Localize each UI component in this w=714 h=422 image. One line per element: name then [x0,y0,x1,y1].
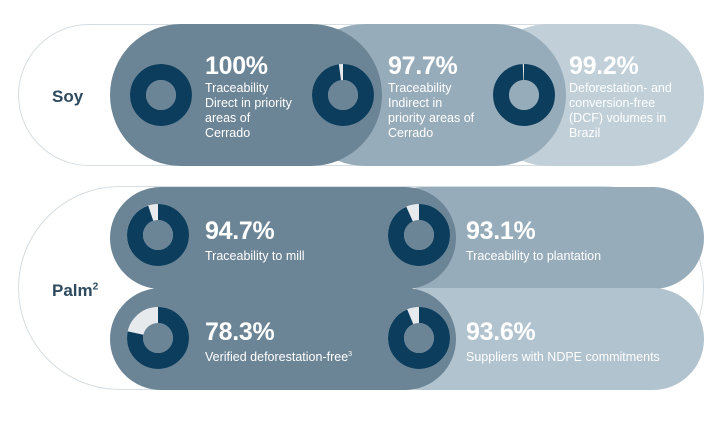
donut-soy-dcf [493,64,555,126]
donut-palm-verified [127,307,189,369]
donut-filled-arc [130,64,192,126]
donut-filled-arc [388,204,450,266]
donut-filled-arc [312,64,374,126]
metric-soy-direct: 100% Traceability Direct in priority are… [205,54,295,141]
soy-category-label: Soy [52,87,84,106]
donut-filled-arc [127,204,189,266]
metric-description: Deforestation- and conversion-free (DCF)… [569,81,672,140]
metric-value: 93.1% [466,217,536,245]
metric-value: 97.7% [388,52,458,80]
metric-description: Traceability to plantation [466,249,602,264]
metric-palm-ndpe: 93.6% Suppliers with NDPE commitments [466,320,686,365]
donut-palm-mill [127,204,189,266]
metric-value: 99.2% [569,52,639,80]
metric-palm-mill: 94.7% Traceability to mill [205,219,375,264]
metric-value: 100% [205,52,268,80]
metric-value: 78.3% [205,318,275,346]
palm-footnote-marker: 2 [92,281,99,293]
donut-filled-arc [127,307,189,369]
donut-filled-arc [388,307,450,369]
donut-palm-ndpe [388,307,450,369]
footnote-marker: 3 [348,351,353,358]
metric-description: Verified deforestation-free3 [205,350,353,365]
metric-palm-plantation: 93.1% Traceability to plantation [466,219,666,264]
metric-description: Traceability Indirect in priority areas … [388,81,475,140]
metric-value: 94.7% [205,217,275,245]
metric-palm-verified: 78.3% Verified deforestation-free3 [205,320,385,365]
metric-soy-indirect: 97.7% Traceability Indirect in priority … [388,54,478,141]
palm-category-label: Palm2 [52,281,99,300]
metric-soy-dcf: 99.2% Deforestation- and conversion-free… [569,54,681,141]
metric-description: Suppliers with NDPE commitments [466,350,660,365]
metric-value: 93.6% [466,318,536,346]
metric-description: Traceability to mill [205,249,305,264]
metric-description: Traceability Direct in priority areas of… [205,81,292,140]
soy-metric-pill-1 [110,24,382,166]
donut-soy-indirect [312,64,374,126]
donut-soy-direct [130,64,192,126]
donut-palm-plantation [388,204,450,266]
donut-filled-arc [493,64,555,126]
